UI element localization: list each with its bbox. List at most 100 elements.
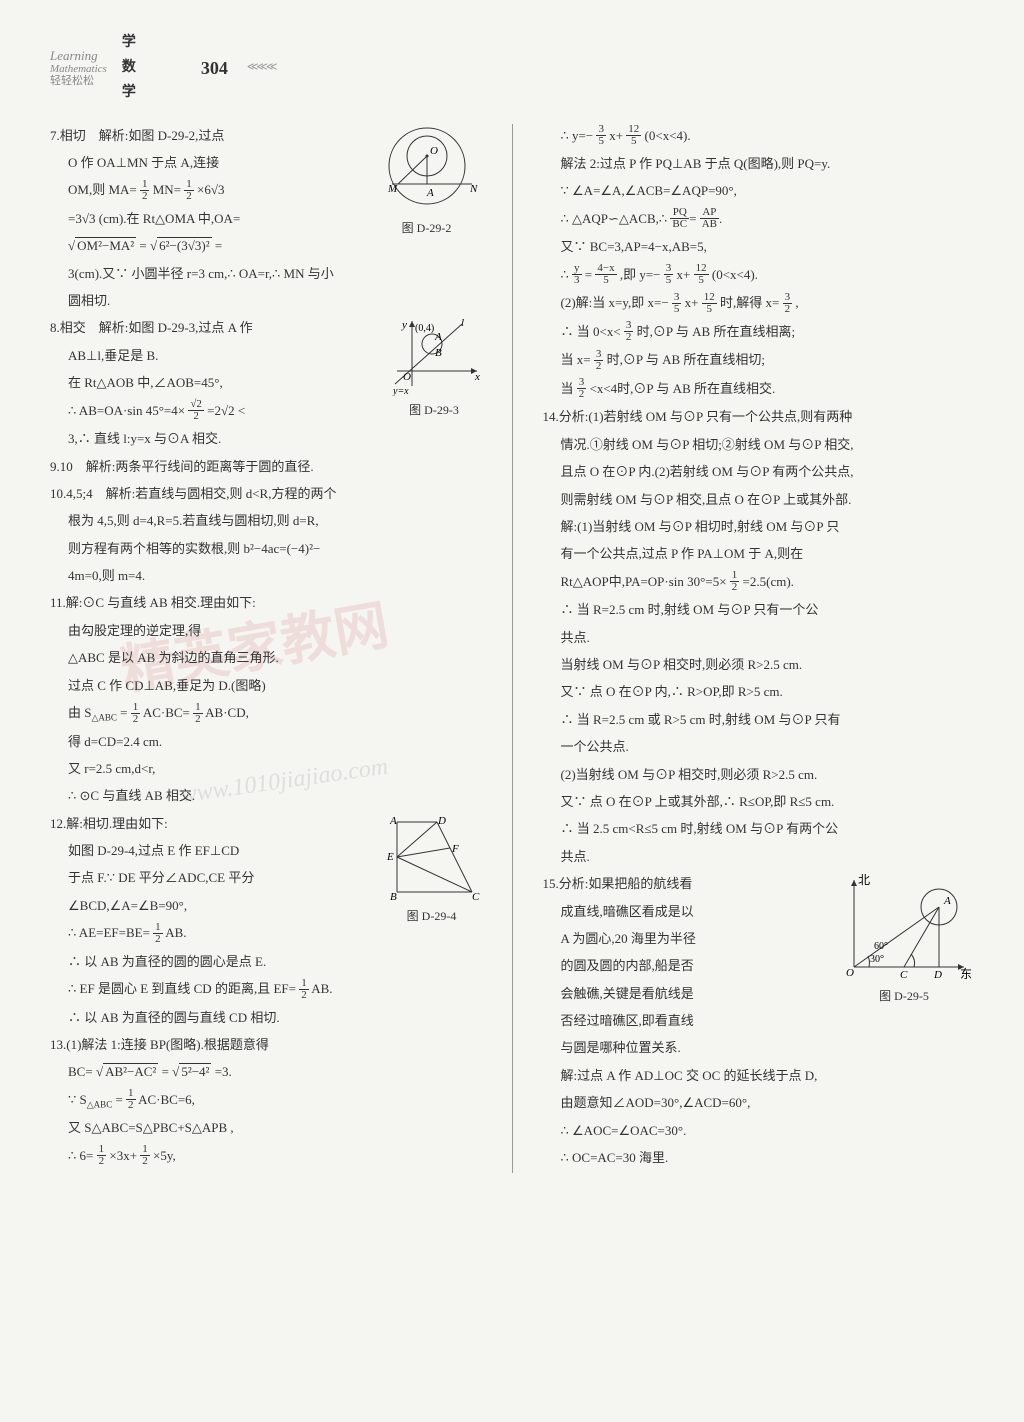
q14-line4: 则需射线 OM 与⊙P 相交,且点 O 在⊙P 上或其外部. xyxy=(543,488,975,511)
frac-half-1: 12 xyxy=(140,179,150,202)
q11e2: = xyxy=(120,705,127,720)
r1a2: x+ xyxy=(609,128,623,143)
q13-line2: BC= AB²−AC² = 5²−4² =3. xyxy=(50,1060,482,1083)
sqrt-ab: AB²−AC² xyxy=(96,1060,158,1083)
svg-text:y=x: y=x xyxy=(392,386,409,396)
page-header: Learning Mathematics 轻轻松松 学 数 学 304 ≪≪≪ xyxy=(50,30,974,106)
svg-text:A: A xyxy=(426,187,434,199)
q15-line6: 否经过暗礁区,即看直线 xyxy=(543,1009,975,1032)
q14-line3: 且点 O 在⊙P 内.(2)若射线 OM 与⊙P 有两个公共点, xyxy=(543,460,975,483)
frac-35-3: 35 xyxy=(672,292,682,315)
r2a4: , xyxy=(795,295,798,310)
svg-text:(0,4): (0,4) xyxy=(415,323,434,334)
sqrt3-2: √3 xyxy=(82,211,96,226)
q14-line5: 解:(1)当射线 OM 与⊙P 相切时,射线 OM 与⊙P 只 xyxy=(543,515,975,538)
frac-32-2: 32 xyxy=(624,320,634,343)
q7c1: OM,则 MA= xyxy=(68,182,137,197)
fig1-label: 图 D-29-2 xyxy=(372,218,482,240)
sqrt-54: 5²−4² xyxy=(172,1060,211,1083)
r1f2: = xyxy=(585,267,592,282)
r1d1: ∴ △AQP∽△ACB,∴ xyxy=(561,211,671,226)
q15-line8: 解:过点 A 作 AD⊥OC 交 OC 的延长线于点 D, xyxy=(543,1064,975,1087)
r2d1: 当 xyxy=(561,381,574,396)
q14-line6: 有一个公共点,过点 P 作 PA⊥OM 于 A,则在 xyxy=(543,542,975,565)
right-column: ∴ y=− 35 x+ 125 (0<x<4). 解法 2:过点 P 作 PQ⊥… xyxy=(543,124,975,1174)
q15-line7: 与圆是哪种位置关系. xyxy=(543,1036,975,1059)
q13c2: = xyxy=(115,1092,122,1107)
r2-line3: 当 x= 32 时,⊙P 与 AB 所在直线相切; xyxy=(543,348,975,373)
svg-text:北: 北 xyxy=(858,873,870,887)
q14-line10: 当射线 OM 与⊙P 相交时,则必须 R>2.5 cm. xyxy=(543,653,975,676)
frac-y3: y3 xyxy=(572,263,582,286)
q15-line9: 由题意知∠AOD=30°,∠ACD=60°, xyxy=(543,1091,975,1114)
q11e1: 由 S xyxy=(68,705,91,720)
xue-3: 学 xyxy=(122,80,136,105)
trapezoid-diagram-icon: A D F E B C xyxy=(382,812,482,902)
svg-text:y: y xyxy=(401,319,407,331)
xue-1: 学 xyxy=(122,30,136,55)
r1a1: ∴ y=− xyxy=(561,128,594,143)
svg-text:B: B xyxy=(435,347,442,359)
frac-half-7: 12 xyxy=(126,1088,136,1111)
q13-line1: 13.(1)解法 1:连接 BP(图略).根据题意得 xyxy=(50,1033,482,1056)
svg-text:N: N xyxy=(469,183,478,195)
figure-d-29-2: O M A N 图 D-29-2 xyxy=(372,124,482,240)
svg-text:A: A xyxy=(943,895,951,907)
q13e3: ×5y, xyxy=(153,1148,176,1163)
q13e1: ∴ 6= xyxy=(68,1148,93,1163)
sqrt3-1: √3 xyxy=(211,182,225,197)
frac-32-1: 32 xyxy=(783,292,793,315)
q14-line15: 又∵ 点 O 在⊙P 上或其外部,∴ R≤OP,即 R≤5 cm. xyxy=(543,790,975,813)
q9: 9.10 解析:两条平行线间的距离等于圆的直径. xyxy=(50,455,482,478)
frac-half-10: 12 xyxy=(730,570,740,593)
q15-line11: ∴ OC=AC=30 海里. xyxy=(543,1146,975,1169)
r2-line4: 当 32 <x<4时,⊙P 与 AB 所在直线相交. xyxy=(543,377,975,402)
svg-text:F: F xyxy=(451,843,459,855)
r1-line4: ∴ △AQP∽△ACB,∴ PQBC= APAB. xyxy=(543,207,975,232)
svg-text:E: E xyxy=(386,851,394,863)
q12-line6: ∴ 以 AB 为直径的圆的圆心是点 E. xyxy=(50,950,482,973)
q14-line13: 一个公共点. xyxy=(543,735,975,758)
q14-line7: Rt△AOP中,PA=OP·sin 30°=5× 12 =2.5(cm). xyxy=(543,570,975,595)
r2-line1: (2)解:当 x=y,即 x=− 35 x+ 125 时,解得 x= 32 , xyxy=(543,291,975,316)
frac-125-2: 125 xyxy=(694,263,709,286)
q10-line1: 10.4,5;4 解析:若直线与圆相交,则 d<R,方程的两个 xyxy=(50,482,482,505)
sub1: △ABC xyxy=(91,713,116,723)
frac-half-8: 12 xyxy=(97,1144,107,1167)
fig3-label: 图 D-29-4 xyxy=(382,906,482,928)
figure-d-29-3: x y (0,4) l A B O y=x 图 D-29-3 xyxy=(387,316,482,422)
q13e2: ×3x+ xyxy=(109,1148,137,1163)
left-column: O M A N 图 D-29-2 7.相切 解析:如图 D-29-2,过点 O … xyxy=(50,124,482,1174)
svg-text:A: A xyxy=(434,331,442,343)
q14-line9: 共点. xyxy=(543,626,975,649)
xue-vertical: 学 数 学 xyxy=(122,30,136,106)
main-content: O M A N 图 D-29-2 7.相切 解析:如图 D-29-2,过点 O … xyxy=(50,124,974,1174)
header-tilde: ≪≪≪ xyxy=(247,58,276,78)
frac-35-1: 35 xyxy=(596,124,606,147)
svg-text:A: A xyxy=(389,815,397,827)
r2c2: 时,⊙P 与 AB 所在直线相切; xyxy=(607,352,765,367)
svg-text:C: C xyxy=(472,891,480,902)
q7d: (cm).在 Rt△OMA 中,OA= xyxy=(99,211,241,226)
q8d2: =2 xyxy=(207,403,221,418)
svg-text:60°: 60° xyxy=(874,941,888,952)
q13c1: ∵ S xyxy=(68,1092,87,1107)
frac-half-4: 12 xyxy=(193,702,203,725)
frac-half-2: 12 xyxy=(184,179,194,202)
svg-text:O: O xyxy=(846,967,854,979)
r2b2: 时,⊙P 与 AB 所在直线相离; xyxy=(637,324,795,339)
q7c3: ×6 xyxy=(197,182,211,197)
svg-text:O: O xyxy=(430,145,438,157)
q13-line3: ∵ S△ABC = 12 AC·BC=6, xyxy=(50,1088,482,1113)
q10-line3: 则方程有两个相等的实数根,则 b²−4ac=(−4)²− xyxy=(50,537,482,560)
q12e2: AB. xyxy=(165,925,186,940)
q10-line2: 根为 4,5,则 d=4,R=5.若直线与圆相切,则 d=R, xyxy=(50,509,482,532)
xue-2: 数 xyxy=(122,55,136,80)
sub2: △ABC xyxy=(87,1099,112,1109)
q11-line5: 由 S△ABC = 12 AC·BC= 12 AB·CD, xyxy=(50,701,482,726)
figure-d-29-5: 北 东 A O C D 30° 60° 图 D-29-5 xyxy=(834,872,974,1008)
page-number: 304 xyxy=(201,52,228,84)
fig4-label: 图 D-29-5 xyxy=(834,986,974,1008)
q15-line10: ∴ ∠AOC=∠OAC=30°. xyxy=(543,1119,975,1142)
sqrt-6: 6²−(3√3)² xyxy=(150,234,212,257)
